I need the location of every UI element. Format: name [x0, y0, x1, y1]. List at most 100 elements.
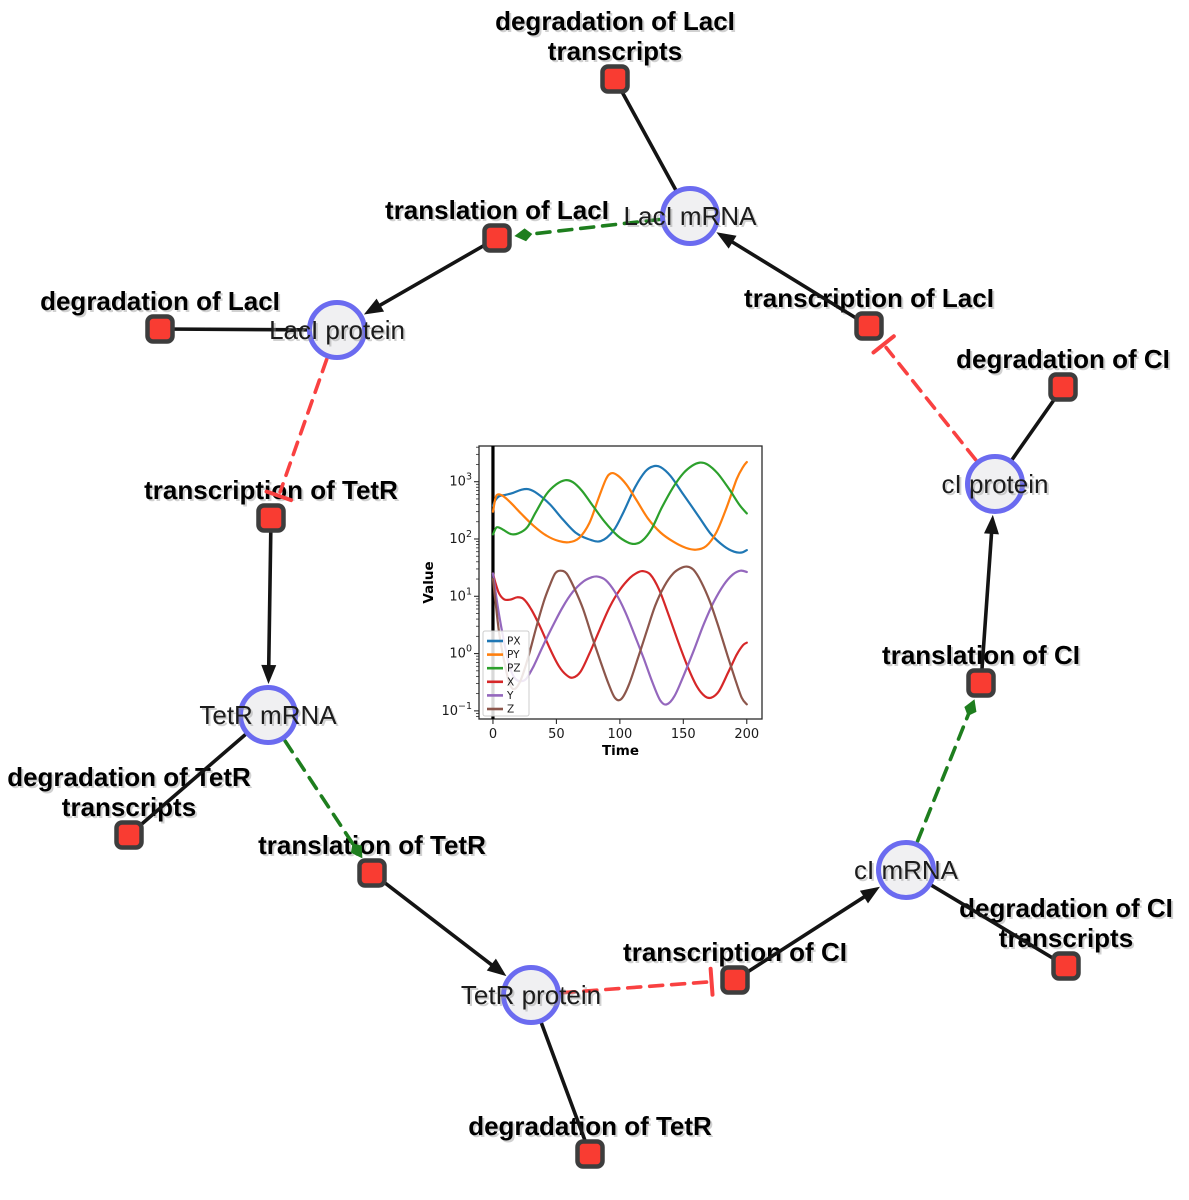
reaction-label-deg-laci-transcripts: degradation of LacI	[495, 6, 735, 36]
reaction-node-translation-ci[interactable]	[966, 668, 996, 698]
nodes-layer	[114, 64, 1081, 1169]
reaction-node-deg-laci[interactable]	[145, 314, 175, 344]
edge-inhibition-laci-protein-transcription-tetr	[264, 357, 329, 503]
edge-modifier-laci-mrna-translation-laci	[514, 217, 661, 242]
x-tick-label: 50	[548, 727, 565, 742]
reaction-node-deg-ci-transcripts[interactable]	[1051, 951, 1081, 981]
species-node-tetr-protein[interactable]	[501, 965, 561, 1025]
species-label-tetr-mrna: TetR mRNA	[199, 700, 337, 730]
edge-inhibition-tetr-protein-transcription-ci	[560, 966, 715, 997]
legend-label-PZ: PZ	[507, 663, 521, 675]
reaction-node-deg-tetr-transcripts[interactable]	[114, 820, 144, 850]
y-tick-label: 101	[449, 586, 472, 604]
species-label-tetr-protein: TetR protein	[461, 980, 601, 1010]
x-tick-label: 150	[671, 727, 696, 742]
edge-production-transcription-laci-laci-mrna	[716, 232, 871, 328]
x-tick-label: 100	[607, 727, 632, 742]
legend-item-Y: Y	[487, 690, 514, 702]
reaction-label-deg-tetr-shadow: degradation of TetR	[470, 1113, 714, 1143]
reaction-label-deg-laci-transcripts-shadow: degradation of LacI	[497, 8, 737, 38]
legend-item-PZ: PZ	[487, 663, 521, 675]
reaction-label-translation-tetr-shadow: translation of TetR	[260, 832, 488, 862]
reaction-label-deg-tetr-transcripts-shadow: degradation of TetR	[9, 764, 253, 794]
y-tick-label: 100	[449, 644, 472, 662]
edge-inhibition-ci-protein-transcription-laci	[871, 334, 978, 462]
legend-label-Z: Z	[507, 704, 514, 716]
species-label-laci-mrna: LacI mRNA	[624, 201, 758, 231]
y-tick-label: 103	[449, 472, 472, 490]
reaction-label-deg-tetr: degradation of TetR	[468, 1111, 712, 1141]
species-node-tetr-mrna[interactable]	[238, 685, 298, 745]
reaction-label-translation-laci: translation of LacI	[385, 195, 609, 225]
y-tick-label: 102	[449, 529, 472, 547]
legend-label-PY: PY	[507, 649, 520, 661]
reaction-node-translation-tetr[interactable]	[357, 858, 387, 888]
edge-production-transcription-tetr-tetr-mrna	[261, 516, 277, 685]
reaction-node-deg-tetr[interactable]	[575, 1139, 605, 1169]
reaction-label-deg-ci-shadow: degradation of CI	[958, 346, 1172, 376]
reaction-label-transcription-laci-shadow: transcription of LacI	[746, 285, 996, 315]
reaction-label-transcription-ci-shadow: transcription of CI	[625, 939, 849, 969]
legend-item-PY: PY	[487, 649, 520, 661]
reaction-label-transcription-tetr: transcription of TetR	[144, 475, 398, 505]
species-label-ci-protein: cI protein	[942, 469, 1049, 499]
edge-production-transcription-ci-ci-mrna	[733, 886, 880, 982]
edge-consumption-tetr-mrna-deg-tetr-transcripts	[127, 713, 270, 837]
reaction-label-translation-laci-shadow: translation of LacI	[387, 197, 611, 227]
edge-modifier-ci-mrna-translation-ci	[915, 699, 977, 844]
y-axis-label: Value	[421, 561, 437, 603]
species-label-ci-mrna: cI mRNA	[854, 855, 959, 885]
edge-production-translation-ci-ci-protein	[979, 514, 999, 685]
reaction-node-translation-laci[interactable]	[482, 223, 512, 253]
reaction-node-transcription-tetr[interactable]	[256, 503, 286, 533]
x-tick-label: 0	[489, 727, 497, 742]
edge-production-translation-laci-laci-protein	[363, 236, 499, 315]
reaction-label-deg-tetr-transcripts-shadow: transcripts	[64, 794, 198, 824]
species-label-laci-protein-shadow: LacI protein	[271, 317, 407, 347]
x-tick-label: 200	[734, 727, 759, 742]
legend-item-Z: Z	[487, 704, 514, 716]
species-node-ci-protein[interactable]	[965, 454, 1025, 514]
legend-label-Y: Y	[506, 690, 514, 702]
reaction-label-transcription-laci: transcription of LacI	[744, 283, 994, 313]
species-label-laci-mrna-shadow: LacI mRNA	[626, 203, 760, 233]
x-axis-label: Time	[602, 743, 639, 759]
species-label-ci-mrna-shadow: cI mRNA	[856, 857, 961, 887]
series-PZ	[491, 461, 748, 546]
species-label-laci-protein: LacI protein	[269, 315, 405, 345]
species-node-ci-mrna[interactable]	[876, 840, 936, 900]
reaction-label-deg-tetr-transcripts: degradation of TetR	[7, 762, 251, 792]
edge-consumption-ci-mrna-deg-ci-transcripts	[904, 868, 1068, 968]
edges-layer	[127, 77, 1068, 1156]
reaction-node-transcription-laci[interactable]	[854, 311, 884, 341]
legend-label-PX: PX	[507, 636, 521, 648]
reaction-node-deg-ci[interactable]	[1048, 372, 1078, 402]
edge-production-translation-tetr-tetr-protein	[370, 871, 507, 977]
reaction-label-deg-laci-shadow: degradation of LacI	[42, 288, 282, 318]
y-tick-label: 10−1	[441, 701, 472, 719]
reaction-label-deg-laci-transcripts-shadow: transcripts	[550, 38, 684, 68]
reaction-label-deg-ci-transcripts: degradation of CI	[959, 893, 1173, 923]
legend-item-PX: PX	[487, 636, 521, 648]
reaction-node-deg-laci-transcripts[interactable]	[600, 64, 630, 94]
reaction-node-transcription-ci[interactable]	[720, 965, 750, 995]
species-node-laci-protein[interactable]	[307, 300, 367, 360]
reaction-label-deg-laci: degradation of LacI	[40, 286, 280, 316]
species-label-ci-protein-shadow: cI protein	[944, 471, 1051, 501]
species-node-laci-mrna[interactable]	[660, 186, 720, 246]
time-course-plot: 0 50 100 150 20010−1100101102103TimeValuePXP…	[421, 445, 763, 759]
species-label-tetr-mrna-shadow: TetR mRNA	[201, 702, 339, 732]
reaction-label-deg-laci-transcripts: transcripts	[548, 36, 682, 66]
species-label-tetr-protein-shadow: TetR protein	[463, 982, 603, 1012]
reaction-label-translation-tetr: translation of TetR	[258, 830, 486, 860]
series-PY	[491, 461, 748, 551]
series-X	[491, 569, 748, 700]
reaction-label-transcription-ci: transcription of CI	[623, 937, 847, 967]
legend-label-X: X	[507, 676, 514, 688]
legend-item-X: X	[487, 676, 514, 688]
